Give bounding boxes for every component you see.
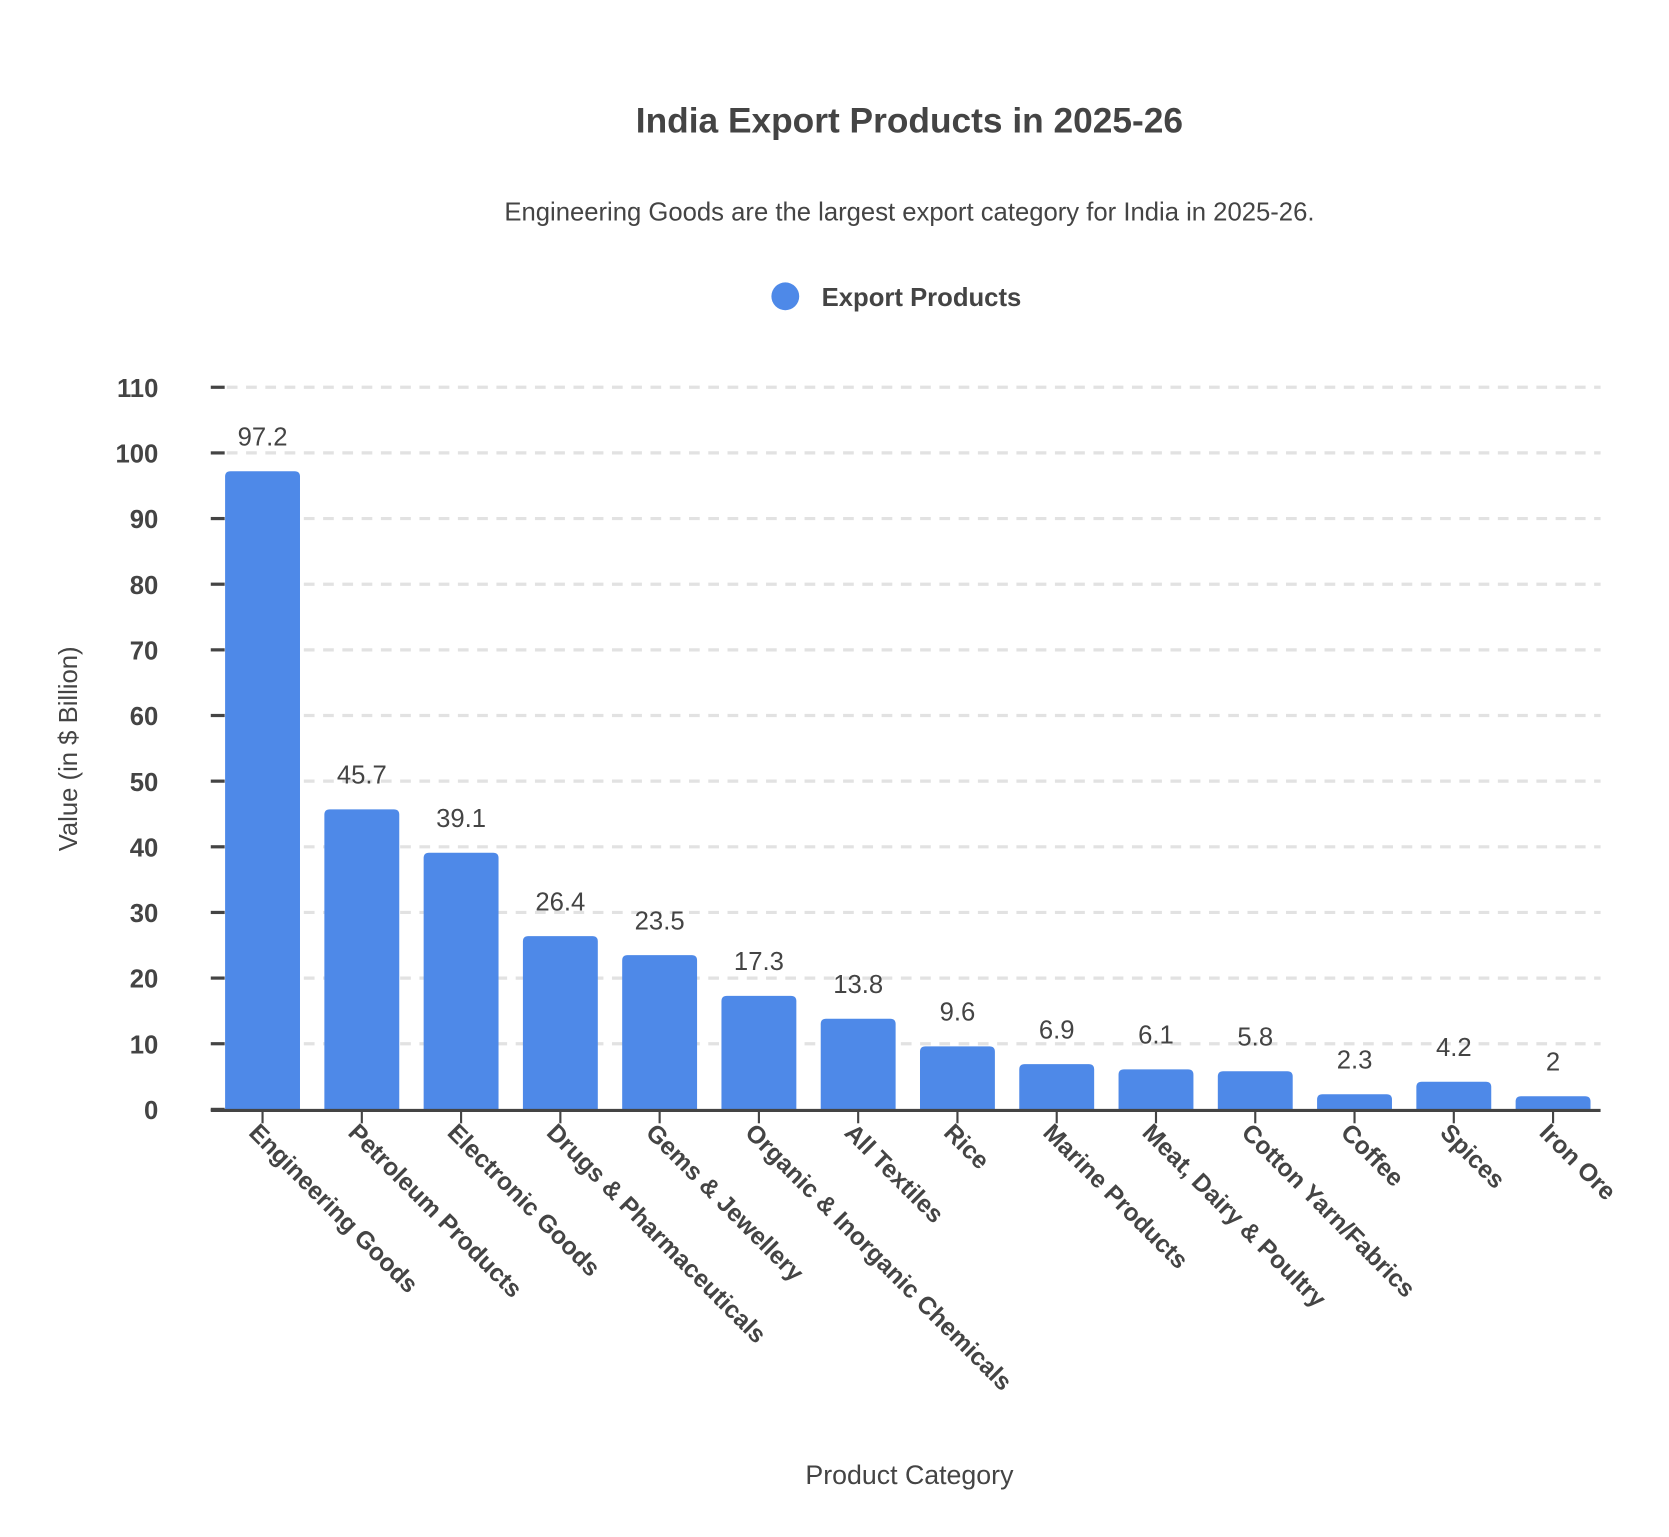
x-tick-label: Meat, Dairy & Poultry — [1137, 1119, 1331, 1313]
bar — [919, 1046, 995, 1110]
data-label: 17.3 — [734, 948, 784, 976]
data-label: 45.7 — [337, 762, 387, 790]
x-tick-label: Petroleum Products — [343, 1119, 527, 1303]
y-tick-label: 40 — [130, 834, 159, 862]
data-label: 23.5 — [635, 907, 685, 935]
y-tick-label: 110 — [117, 375, 158, 403]
bar — [1416, 1081, 1492, 1110]
x-tick-label: Rice — [938, 1119, 994, 1175]
data-label: 9.6 — [940, 999, 976, 1027]
y-tick-label: 30 — [130, 900, 159, 928]
bar — [1217, 1071, 1293, 1110]
y-tick-label: 70 — [130, 637, 159, 665]
data-label: 2.3 — [1337, 1047, 1373, 1075]
y-axis-label: Value (in $ Billion) — [55, 646, 83, 851]
y-tick-label: 100 — [116, 441, 159, 469]
data-label: 39.1 — [436, 805, 486, 833]
bar — [820, 1018, 896, 1110]
x-tick-label: Cotton Yarn/Fabrics — [1236, 1119, 1420, 1303]
chart-title: India Export Products in 2025-26 — [636, 102, 1183, 141]
data-label: 6.9 — [1039, 1016, 1075, 1044]
bar — [423, 852, 499, 1110]
y-tick-label: 60 — [130, 703, 159, 731]
x-tick-label: Engineering Goods — [243, 1119, 422, 1298]
y-tick-label: 50 — [130, 769, 159, 797]
bar — [324, 809, 400, 1110]
bar — [225, 471, 300, 1110]
x-tick-label: Spices — [1435, 1119, 1510, 1194]
data-label: 13.8 — [833, 971, 883, 999]
bar — [721, 995, 797, 1110]
legend-label: Export Products — [822, 284, 1022, 312]
legend-marker — [771, 282, 800, 311]
x-tick-label: Coffee — [1335, 1119, 1408, 1192]
bar — [1118, 1069, 1194, 1110]
data-label: 26.4 — [535, 888, 585, 916]
data-label: 97.2 — [238, 424, 288, 452]
bar — [522, 936, 598, 1110]
data-label: 5.8 — [1237, 1024, 1273, 1052]
y-tick-label: 10 — [130, 1031, 159, 1059]
bar — [1019, 1064, 1095, 1110]
x-tick-label: Iron Ore — [1534, 1119, 1621, 1206]
data-label: 6.1 — [1138, 1022, 1174, 1050]
bar — [1515, 1096, 1591, 1110]
data-label: 4.2 — [1436, 1034, 1472, 1062]
y-tick-label: 0 — [144, 1097, 158, 1125]
x-tick-label: All Textiles — [839, 1119, 949, 1229]
bar — [1317, 1094, 1392, 1110]
y-tick-label: 80 — [130, 572, 159, 600]
chart-subtitle: Engineering Goods are the largest export… — [504, 198, 1314, 226]
legend[interactable]: Export Products — [771, 282, 1021, 312]
data-label: 2 — [1546, 1049, 1560, 1077]
bar — [622, 955, 698, 1110]
y-tick-label: 20 — [130, 966, 159, 994]
y-tick-label: 90 — [130, 506, 159, 534]
x-axis-label: Product Category — [805, 1460, 1014, 1490]
